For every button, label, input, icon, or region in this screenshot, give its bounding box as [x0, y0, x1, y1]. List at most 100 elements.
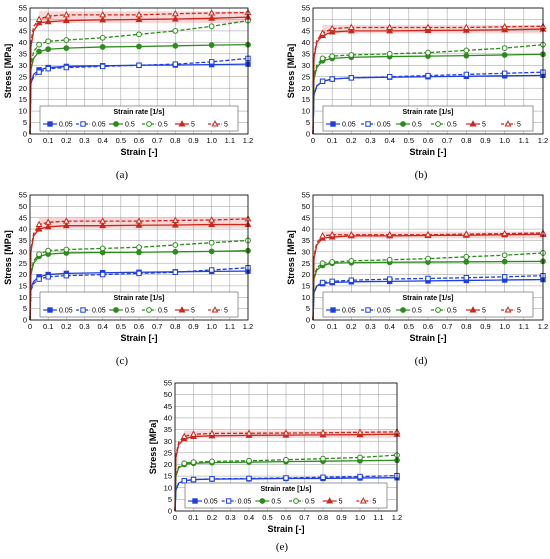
y-tick-label: 25 — [302, 259, 310, 268]
axes-frame — [174, 382, 398, 512]
data-point — [44, 222, 52, 230]
legend-marker — [435, 121, 441, 127]
x-tick-label: 0.6 — [134, 322, 144, 331]
x-axis-label: Strain [-] — [121, 147, 158, 157]
data-point — [328, 230, 336, 238]
data-point — [45, 38, 52, 45]
y-axis-label: Stress [MPa] — [3, 230, 13, 285]
legend-entry-label: 0.5 — [447, 122, 457, 129]
y-tick-label: 40 — [302, 38, 310, 47]
x-tick-label: 0.8 — [461, 136, 471, 145]
data-point — [463, 258, 470, 265]
x-tick-label: 0.4 — [384, 136, 394, 145]
y-tick-label: 10 — [302, 293, 310, 302]
legend-marker — [365, 121, 371, 127]
x-tick-label: 1.2 — [243, 136, 253, 145]
data-point — [208, 59, 215, 65]
data-point — [45, 46, 52, 53]
legend-box — [322, 105, 534, 132]
y-tick-label: 20 — [19, 270, 27, 279]
data-point — [63, 272, 70, 279]
data-point — [190, 459, 197, 466]
legend-entry-label: 5 — [517, 122, 521, 129]
y-tick-label: 0 — [23, 130, 27, 139]
data-point — [190, 476, 197, 483]
x-tick-label: 0.5 — [404, 322, 414, 331]
x-tick-label: 1.1 — [519, 322, 529, 331]
y-tick-label: 5 — [306, 118, 310, 127]
y-tick-label: 15 — [19, 95, 27, 104]
data-point — [99, 16, 107, 23]
data-point — [424, 230, 432, 238]
data-point — [135, 11, 143, 18]
y-tick-label: 55 — [19, 191, 27, 200]
x-tick-label: 0.5 — [116, 136, 126, 145]
legend-marker — [178, 306, 186, 313]
data-point — [36, 48, 42, 55]
data-point — [501, 45, 508, 51]
x-tick-label: 0.2 — [207, 513, 217, 522]
legend-marker — [435, 307, 441, 313]
legend-entry-label: 5 — [339, 499, 343, 506]
series-line — [29, 19, 249, 135]
y-axis-label: Stress [MPa] — [148, 420, 158, 475]
legend-entry-label: 0.05 — [92, 122, 106, 129]
legend-marker — [400, 307, 406, 313]
legend-entry-label: 0.5 — [158, 308, 168, 315]
legend-box — [39, 105, 239, 132]
data-point — [282, 429, 290, 436]
x-axis-label: Strain [-] — [268, 524, 305, 534]
data-point — [172, 242, 179, 248]
legend-marker — [469, 306, 477, 313]
y-tick-label: 35 — [302, 49, 310, 58]
legend-marker — [178, 120, 186, 127]
x-tick-label: 0.6 — [423, 136, 433, 145]
x-tick-label: 1.1 — [373, 513, 383, 522]
legend-entry-label: 5 — [224, 122, 228, 129]
y-tick-label: 0 — [306, 316, 310, 325]
data-point — [99, 245, 106, 252]
data-point — [347, 230, 355, 238]
data-point — [99, 221, 107, 229]
data-point — [136, 249, 142, 256]
x-tick-label: 0.7 — [442, 136, 452, 145]
y-tick-label: 10 — [19, 107, 27, 116]
data-point — [501, 274, 508, 280]
legend-marker — [192, 498, 198, 504]
legend-entry-label: 5 — [482, 308, 486, 315]
data-point — [99, 44, 106, 50]
legend-entry-label: 0.05 — [238, 499, 252, 506]
data-point — [319, 279, 326, 286]
x-tick-label: 0.2 — [61, 136, 71, 145]
series-line — [312, 252, 544, 321]
legend-entry-label: 0.5 — [305, 499, 315, 506]
data-point — [329, 53, 336, 60]
data-point — [246, 475, 252, 482]
y-tick-label: 25 — [302, 72, 310, 81]
data-point — [208, 239, 215, 246]
panel-label: (d) — [415, 355, 428, 367]
y-tick-label: 50 — [19, 202, 27, 211]
axes-frame — [312, 194, 544, 321]
data-point — [62, 217, 70, 224]
data-point — [99, 217, 107, 224]
legend-title: Strain rate [1/s] — [403, 295, 454, 302]
legend-title: Strain rate [1/s] — [114, 295, 165, 302]
data-point — [319, 260, 326, 267]
y-tick-label: 40 — [164, 414, 172, 423]
data-point — [501, 258, 508, 265]
data-point — [36, 69, 42, 75]
legend-marker — [326, 497, 334, 504]
x-axis-label: Strain [-] — [410, 147, 447, 157]
data-point — [190, 430, 197, 437]
x-tick-label: 0.9 — [480, 322, 490, 331]
data-point — [44, 218, 52, 225]
data-point — [172, 248, 179, 255]
x-tick-label: 0.3 — [79, 136, 89, 145]
data-point — [386, 256, 393, 263]
legend-marker — [293, 498, 299, 504]
data-point — [348, 277, 355, 283]
data-point — [36, 276, 42, 282]
data-point — [320, 474, 326, 480]
y-tick-label: 20 — [19, 84, 27, 93]
